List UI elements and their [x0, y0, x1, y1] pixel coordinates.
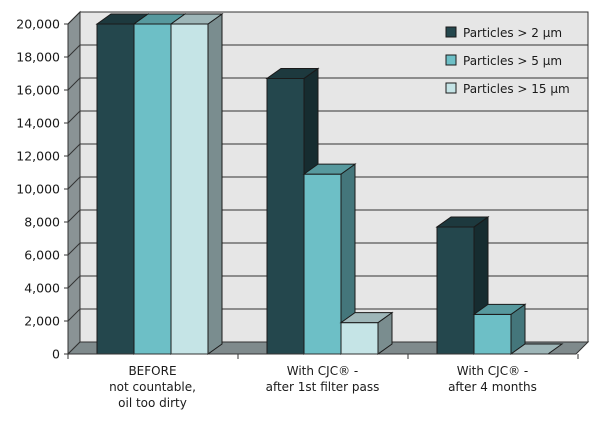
- legend-label: Particles > 2 µm: [463, 26, 562, 40]
- legend: Particles > 2 µm Particles > 5 µm Particle…: [445, 26, 570, 96]
- bar: [302, 163, 357, 355]
- gridline: [67, 242, 588, 256]
- gridline: [67, 308, 588, 322]
- bar-top: [472, 303, 527, 315]
- legend-swatch: [445, 54, 457, 66]
- bar-front: [133, 23, 172, 355]
- bar-front: [473, 313, 512, 355]
- bar: [169, 13, 224, 355]
- gridline: [67, 176, 588, 190]
- gridline: [67, 275, 588, 289]
- bar-front: [170, 23, 209, 355]
- bar-front: [340, 322, 379, 355]
- bar-front: [266, 77, 305, 355]
- y-tick-label: 4,000: [24, 281, 60, 296]
- bar: [472, 303, 527, 355]
- y-tick-label: 6,000: [24, 248, 60, 263]
- bar: [339, 311, 394, 355]
- bar-top: [339, 312, 394, 324]
- category-label-line: not countable,: [109, 380, 196, 394]
- category-label-line: oil too dirty: [118, 396, 187, 410]
- legend-label: Particles > 15 µm: [463, 82, 570, 96]
- gridline: [67, 44, 588, 58]
- x-axis: BEFORE not countable, oil too dirty With CJ…: [67, 353, 579, 410]
- gridline: [67, 110, 588, 124]
- y-tick-label: 2,000: [24, 314, 60, 329]
- category-label-line: after 1st filter pass: [266, 380, 380, 394]
- legend-label: Particles > 5 µm: [463, 54, 562, 68]
- gridline: [67, 77, 588, 91]
- y-tick-label: 20,000: [16, 17, 60, 32]
- legend-swatch: [445, 26, 457, 38]
- y-axis: 0 2,000 4,000 6,000 8,000 10,000 12,000 14,000 1…: [16, 17, 69, 362]
- gridline: [67, 143, 588, 157]
- bar-top: [265, 67, 320, 79]
- bar-marks: [95, 13, 564, 355]
- y-tick-label: 16,000: [16, 83, 60, 98]
- y-tick-label: 14,000: [16, 116, 60, 131]
- category-label-line: With CJC® -: [457, 364, 529, 378]
- bar-front: [303, 173, 342, 355]
- category-label-line: after 4 months: [448, 380, 537, 394]
- y-tick-label: 10,000: [16, 182, 60, 197]
- bar-top: [435, 216, 490, 228]
- y-tick-label: 18,000: [16, 50, 60, 65]
- legend-swatch: [445, 82, 457, 94]
- bar-front: [436, 226, 475, 355]
- y-tick-label: 12,000: [16, 149, 60, 164]
- y-tick-label: 0: [52, 347, 60, 362]
- category-label: With CJC® - after 1st filter pass: [266, 364, 380, 394]
- category-label: BEFORE not countable, oil too dirty: [109, 364, 196, 410]
- bar-top: [169, 13, 224, 25]
- bar-top: [302, 163, 357, 175]
- gridline: [67, 209, 588, 223]
- y-tick-label: 8,000: [24, 215, 60, 230]
- category-label-line: BEFORE: [128, 364, 176, 378]
- category-label: With CJC® - after 4 months: [448, 364, 537, 394]
- bar-front: [96, 23, 135, 355]
- gridline: [67, 11, 588, 25]
- category-label-line: With CJC® -: [287, 364, 359, 378]
- gridlines: [67, 11, 588, 322]
- bar-side: [207, 13, 223, 355]
